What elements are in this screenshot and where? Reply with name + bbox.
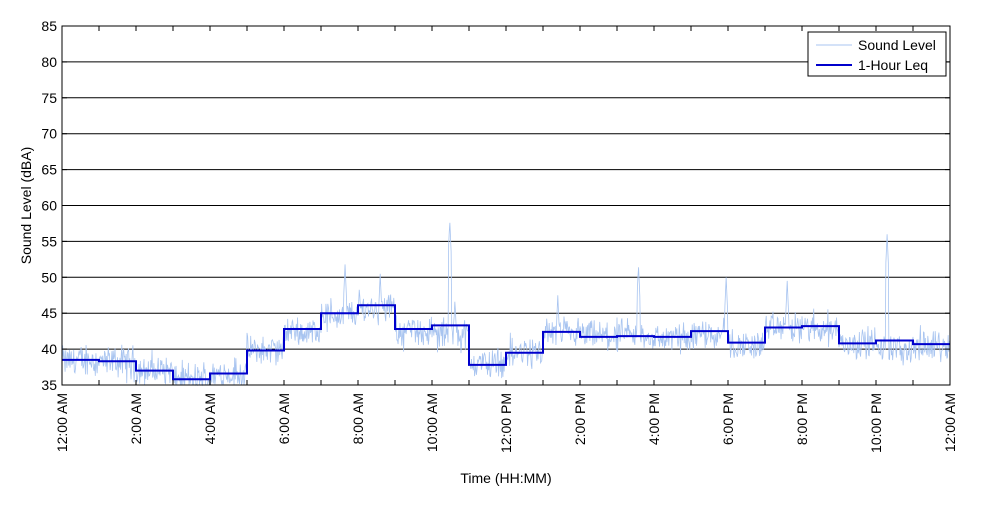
y-axis-ticks: 35 40 45 50 55 60 65 70 75 80 85	[41, 18, 950, 393]
chart-legend: Sound Level 1-Hour Leq	[807, 31, 947, 77]
legend-entry-leq: 1-Hour Leq	[858, 57, 928, 73]
plot-series	[61, 222, 951, 387]
y-tick-label: 70	[41, 126, 57, 142]
x-tick-label: 12:00 PM	[498, 393, 514, 453]
y-tick-label: 65	[41, 162, 57, 178]
x-tick-label: 10:00 AM	[424, 393, 440, 452]
legend-entry-sound-level: Sound Level	[858, 37, 936, 53]
y-tick-label: 75	[41, 90, 57, 106]
x-tick-label: 2:00 PM	[572, 393, 588, 445]
x-axis-label: Time (HH:MM)	[460, 470, 551, 486]
y-tick-label: 40	[41, 341, 57, 357]
x-tick-label: 2:00 AM	[128, 393, 144, 444]
x-tick-label: 8:00 AM	[350, 393, 366, 444]
series-1-hour-leq	[62, 304, 950, 381]
x-tick-label: 4:00 PM	[646, 393, 662, 445]
y-axis-label: Sound Level (dBA)	[18, 147, 34, 265]
y-tick-label: 45	[41, 305, 57, 321]
x-tick-label: 6:00 AM	[276, 393, 292, 444]
y-tick-label: 55	[41, 233, 57, 249]
x-tick-label: 10:00 PM	[868, 393, 884, 453]
y-tick-label: 80	[41, 54, 57, 70]
y-tick-label: 50	[41, 269, 57, 285]
x-tick-label: 6:00 PM	[720, 393, 736, 445]
x-axis-ticks: 12:00 AM 2:00 AM 4:00 AM 6:00 AM 8:00 AM 10:0…	[54, 26, 958, 453]
y-tick-label: 60	[41, 198, 57, 214]
x-tick-label: 4:00 AM	[202, 393, 218, 444]
y-gridlines	[62, 25, 950, 386]
x-tick-label: 12:00 AM	[54, 393, 70, 452]
x-tick-label: 8:00 PM	[794, 393, 810, 445]
x-tick-label: 12:00 AM	[942, 393, 958, 452]
y-tick-label: 85	[41, 18, 57, 34]
y-tick-label: 35	[41, 377, 57, 393]
legend-box	[807, 31, 947, 77]
